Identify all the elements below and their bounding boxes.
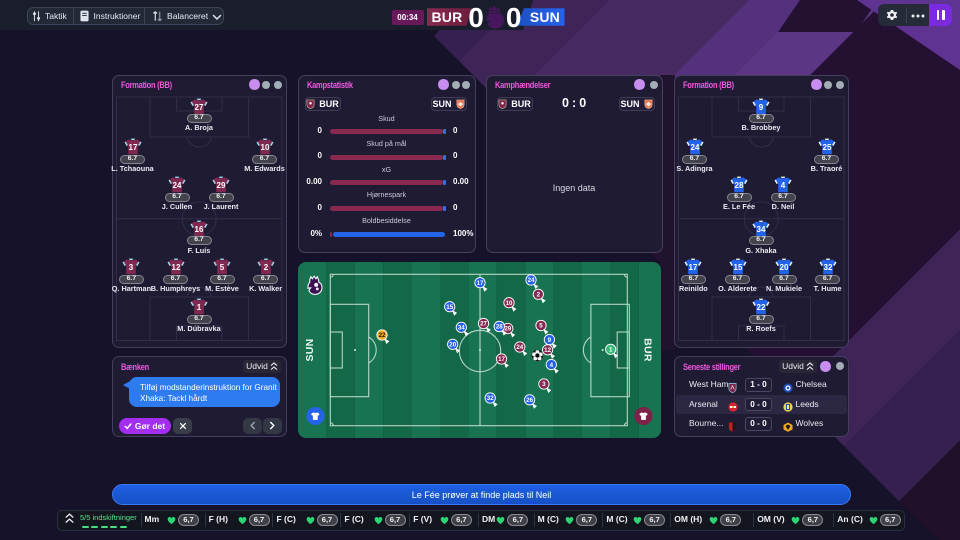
svg-text:20: 20 <box>780 263 789 272</box>
svg-text:5: 5 <box>220 263 225 272</box>
svg-text:5: 5 <box>539 323 543 330</box>
svg-text:10: 10 <box>506 300 513 307</box>
svg-text:26: 26 <box>526 397 533 404</box>
svg-text:24: 24 <box>516 344 523 351</box>
svg-text:20: 20 <box>449 342 456 349</box>
svg-text:15: 15 <box>446 304 453 311</box>
svg-text:4: 4 <box>781 181 786 190</box>
svg-text:3: 3 <box>542 381 546 388</box>
svg-text:10: 10 <box>260 143 269 152</box>
svg-text:12: 12 <box>171 263 180 272</box>
svg-text:17: 17 <box>689 263 698 272</box>
svg-text:28: 28 <box>735 181 744 190</box>
svg-text:17: 17 <box>477 280 484 287</box>
svg-text:32: 32 <box>487 395 494 402</box>
svg-text:4: 4 <box>550 362 554 369</box>
svg-text:29: 29 <box>504 326 511 333</box>
svg-text:24: 24 <box>173 181 182 190</box>
svg-text:1: 1 <box>197 303 202 312</box>
svg-text:27: 27 <box>480 321 487 328</box>
svg-text:22: 22 <box>379 332 386 339</box>
svg-text:17: 17 <box>128 143 137 152</box>
svg-text:34: 34 <box>757 225 766 234</box>
svg-text:27: 27 <box>195 103 204 112</box>
svg-text:BUR: BUR <box>642 338 654 362</box>
svg-text:3: 3 <box>129 263 134 272</box>
svg-text:1: 1 <box>609 347 613 354</box>
svg-text:SUN: SUN <box>304 338 316 361</box>
svg-text:24: 24 <box>528 277 535 284</box>
svg-text:17: 17 <box>498 356 505 363</box>
svg-text:25: 25 <box>822 143 831 152</box>
svg-text:12: 12 <box>544 347 551 354</box>
svg-text:2: 2 <box>537 292 541 299</box>
svg-text:24: 24 <box>690 143 699 152</box>
svg-text:15: 15 <box>733 263 742 272</box>
svg-text:32: 32 <box>823 263 832 272</box>
svg-text:16: 16 <box>195 225 204 234</box>
svg-text:2: 2 <box>263 263 268 272</box>
svg-text:29: 29 <box>217 181 226 190</box>
svg-text:28: 28 <box>496 324 503 331</box>
svg-text:9: 9 <box>548 337 552 344</box>
svg-text:22: 22 <box>757 303 766 312</box>
svg-text:9: 9 <box>759 103 764 112</box>
svg-text:34: 34 <box>458 325 465 332</box>
